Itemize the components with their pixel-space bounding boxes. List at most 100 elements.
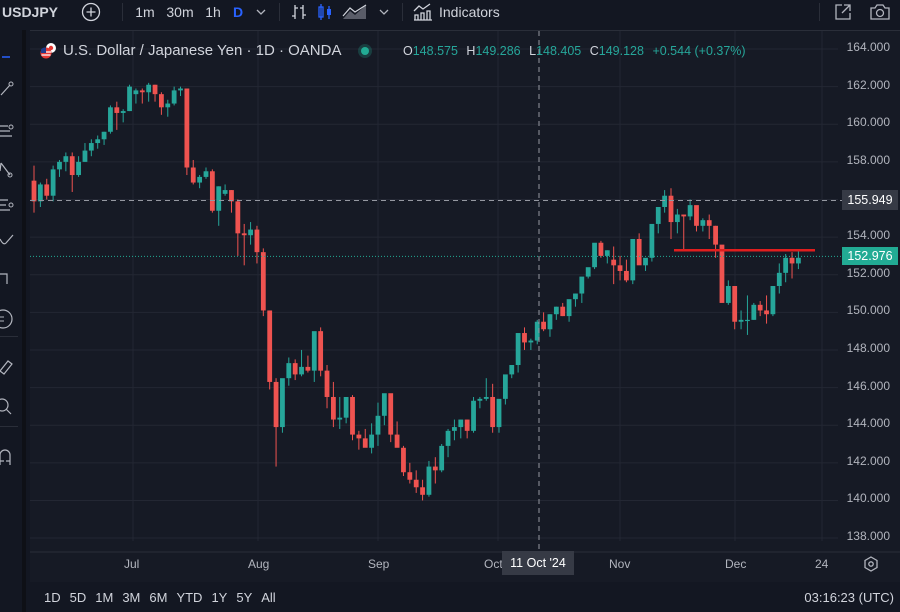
emoji-tool[interactable] (0, 308, 14, 330)
candle (101, 131, 107, 145)
price-chart[interactable] (30, 31, 900, 583)
candle (260, 248, 266, 317)
external-link-icon (835, 4, 851, 20)
candle (127, 84, 132, 112)
range-1d[interactable]: 1D (44, 590, 61, 605)
text-tool[interactable] (0, 268, 14, 290)
range-3m[interactable]: 3M (122, 590, 141, 605)
candle (413, 470, 419, 493)
interval-1m[interactable]: 1m (129, 0, 161, 24)
candle (604, 250, 610, 264)
flag-icon (40, 42, 56, 58)
pattern-tool[interactable] (0, 158, 14, 180)
close-value: 149.128 (598, 44, 644, 58)
candle (483, 378, 489, 401)
fullscreen-button[interactable] (826, 0, 860, 24)
candle (152, 84, 158, 102)
indicators-icon (413, 3, 432, 21)
chevron-down-icon (256, 9, 266, 15)
candle (50, 165, 56, 202)
zoom-tool[interactable] (0, 396, 14, 418)
interval-dropdown[interactable] (249, 0, 273, 24)
chart-settings-button[interactable] (862, 555, 882, 575)
range-5d[interactable]: 5D (69, 590, 87, 605)
candle (515, 333, 521, 373)
utc-clock[interactable]: 03:16:23 (UTC) (804, 590, 894, 605)
magnet-icon (0, 449, 11, 465)
price-axis-label: 142.000 (846, 453, 890, 468)
interval-d-active[interactable]: D (227, 0, 249, 24)
candle (57, 159, 62, 177)
range-all[interactable]: All (261, 590, 276, 605)
interval-label: 1m (135, 4, 155, 20)
chart-type-dropdown[interactable] (372, 0, 396, 24)
area-chart-type-button[interactable] (338, 0, 372, 24)
candle (490, 383, 496, 433)
range-buttons: 1D 5D 1M 3M 6M YTD 1Y 5Y All (30, 590, 285, 605)
series-title[interactable]: U.S. Dollar / Japanese Yen · 1D · OANDA (63, 42, 342, 59)
candle (139, 88, 145, 104)
candle (31, 165, 37, 213)
magnet-tool[interactable] (0, 446, 14, 468)
bars-icon (292, 5, 306, 19)
crosshair-tool[interactable] (0, 46, 14, 68)
chevron-down-icon (379, 9, 389, 15)
divider (0, 426, 18, 427)
candle (133, 88, 139, 104)
trendline-tool[interactable] (0, 78, 14, 100)
fib-tool[interactable] (0, 120, 14, 142)
candle (388, 393, 394, 443)
candle (662, 190, 668, 213)
candles-chart-type-button[interactable] (312, 0, 338, 24)
screenshot-button[interactable] (860, 0, 900, 24)
candle (280, 378, 285, 433)
candle (209, 169, 215, 213)
chart-pane[interactable] (30, 30, 900, 582)
indicators-button[interactable]: Indicators (409, 0, 509, 24)
candle (751, 302, 757, 320)
symbol-search-button[interactable]: USDJPY (0, 0, 66, 24)
interval-30m[interactable]: 30m (161, 0, 199, 24)
candle (464, 419, 470, 439)
compare-symbol-button[interactable] (66, 0, 116, 24)
brush-tool[interactable] (0, 230, 14, 252)
candle (725, 280, 731, 305)
candle (541, 312, 546, 332)
candle (439, 444, 445, 473)
range-ytd[interactable]: YTD (176, 590, 203, 605)
candle (738, 310, 744, 330)
trendline-icon (0, 81, 14, 96)
range-1y[interactable]: 1Y (211, 590, 228, 605)
candle (44, 178, 50, 200)
camera-icon (870, 4, 890, 20)
last-price-badge: 152.976 (842, 247, 898, 265)
price-axis-label: 146.000 (846, 378, 890, 393)
candle (88, 139, 94, 157)
candle (674, 208, 680, 234)
candle (547, 314, 553, 337)
time-label-oct: Oct (484, 557, 503, 571)
time-label-aug: Aug (248, 557, 270, 571)
candle (69, 152, 75, 192)
drawing-toolbar (0, 30, 26, 612)
emoji-icon (0, 309, 13, 329)
ruler-tool[interactable] (0, 356, 14, 378)
range-6m[interactable]: 6M (149, 590, 168, 605)
high-value: 149.286 (475, 44, 521, 58)
forecast-tool[interactable] (0, 194, 14, 216)
candle (573, 293, 578, 307)
top-toolbar: USDJPY 1m 30m 1h D Indicators (0, 0, 900, 24)
candle (190, 159, 196, 185)
candle (394, 421, 400, 448)
candle (292, 359, 298, 381)
bar-chart-type-button[interactable] (286, 0, 312, 24)
range-5y[interactable]: 5Y (236, 590, 253, 605)
candle (401, 445, 406, 476)
candle (159, 92, 164, 115)
range-1m[interactable]: 1M (95, 590, 114, 605)
candle (318, 327, 324, 377)
area-chart-icon (342, 4, 367, 19)
candle (509, 365, 515, 379)
candles-icon (318, 4, 331, 20)
interval-1h[interactable]: 1h (199, 0, 227, 24)
